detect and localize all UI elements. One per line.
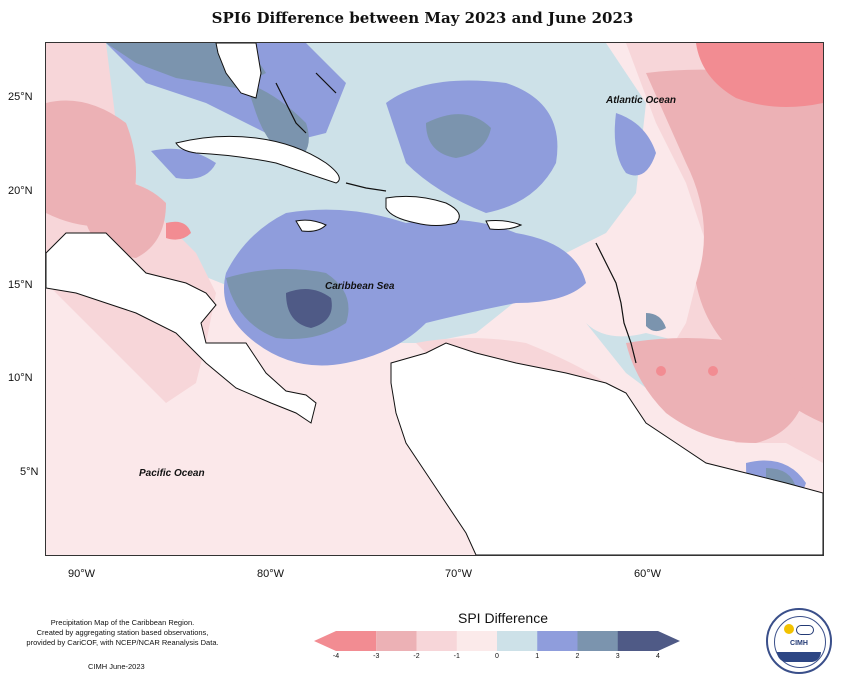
spi-difference-map xyxy=(46,43,823,555)
legend-tick-label: -1 xyxy=(453,653,460,660)
legend-title: SPI Difference xyxy=(458,610,549,626)
legend-swatch xyxy=(416,631,458,651)
legend-swatch xyxy=(577,631,619,651)
legend-colorbar xyxy=(314,631,680,651)
legend-tick-label: 1 xyxy=(535,653,540,660)
lat-tick-25: 25°N xyxy=(8,91,33,103)
map-title: SPI6 Difference between May 2023 and Jun… xyxy=(211,9,634,27)
lat-tick-5: 5°N xyxy=(20,466,39,478)
legend-tick-label: -3 xyxy=(373,653,380,660)
logo-base xyxy=(777,652,821,662)
credit-block: Precipitation Map of the Caribbean Regio… xyxy=(10,618,235,648)
legend-swatch xyxy=(617,631,680,651)
sun-icon xyxy=(784,624,794,634)
atlantic-ocean-label: Atlantic Ocean xyxy=(606,95,677,106)
credit-line-2: Created by aggregating station based obs… xyxy=(36,628,209,637)
logo-ring xyxy=(774,616,826,668)
lat-tick-15: 15°N xyxy=(8,279,33,291)
pacific-ocean-label: Pacific Ocean xyxy=(139,468,205,479)
legend-swatch xyxy=(376,631,417,651)
legend-swatch xyxy=(456,631,498,651)
cimh-logo: CIMH xyxy=(766,608,832,674)
lat-tick-20: 20°N xyxy=(8,185,33,197)
legend-tick-label: 3 xyxy=(615,653,620,660)
map-area xyxy=(45,42,824,556)
lon-tick-70: 70°W xyxy=(445,568,473,580)
legend-swatch xyxy=(497,631,538,651)
logo-text: CIMH xyxy=(790,640,808,647)
credit-line-3: provided by CariCOF, with NCEP/NCAR Rean… xyxy=(26,638,219,647)
cloud-icon xyxy=(796,625,814,635)
lon-tick-90: 90°W xyxy=(68,568,96,580)
caribbean-sea-label: Caribbean Sea xyxy=(325,281,395,292)
legend-swatch xyxy=(537,631,578,651)
legend-tick-label: 4 xyxy=(656,653,660,660)
lat-tick-10: 10°N xyxy=(8,372,33,384)
legend-tick-label: 2 xyxy=(575,653,580,660)
legend-tick-label: 0 xyxy=(495,653,499,660)
legend-tick-label: -2 xyxy=(413,653,420,660)
legend-swatch xyxy=(314,631,377,651)
credit-line-1: Precipitation Map of the Caribbean Regio… xyxy=(50,618,195,627)
credit-date: CIMH June-2023 xyxy=(88,662,145,671)
lon-tick-80: 80°W xyxy=(257,568,285,580)
lon-tick-60: 60°W xyxy=(634,568,662,580)
legend-tick-label: -4 xyxy=(332,653,340,660)
